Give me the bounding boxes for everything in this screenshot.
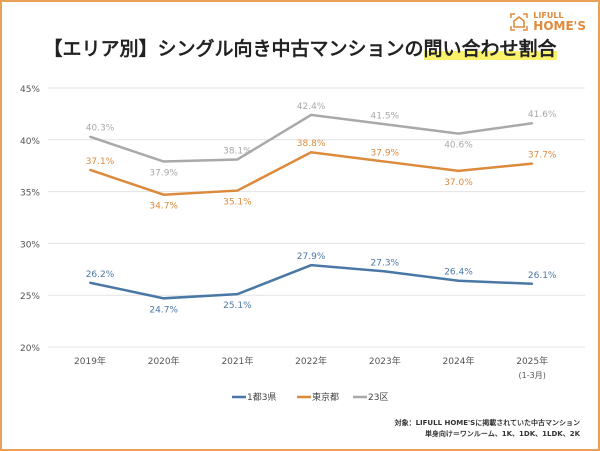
data-label: 42.4% bbox=[297, 102, 326, 112]
x-tick-label: 2022年 bbox=[295, 355, 327, 367]
data-point bbox=[162, 160, 165, 163]
title-highlight: 問い合わせ割合 bbox=[423, 38, 557, 60]
logo-line2: HOME'S bbox=[533, 19, 586, 33]
data-label: 37.0% bbox=[444, 178, 473, 188]
data-point bbox=[457, 169, 460, 172]
data-point bbox=[89, 135, 91, 138]
data-point bbox=[89, 281, 91, 284]
note-line1: 対象：LIFULL HOME'Sに掲載されていた中古マンション bbox=[394, 419, 580, 427]
data-point bbox=[531, 122, 534, 125]
data-label: 38.1% bbox=[223, 146, 252, 156]
legend-label: 1都3県 bbox=[247, 392, 276, 403]
y-tick-label: 20% bbox=[20, 344, 40, 354]
data-label: 41.5% bbox=[371, 111, 400, 121]
data-label: 41.6% bbox=[528, 110, 557, 120]
x-tick-label: 2024年 bbox=[443, 355, 475, 367]
x-tick-label: 2023年 bbox=[369, 355, 401, 367]
legend-label: 東京都 bbox=[312, 391, 339, 403]
data-label: 37.9% bbox=[371, 149, 400, 159]
logo-line1: LIFULL bbox=[533, 11, 564, 20]
data-point bbox=[310, 113, 313, 116]
data-label: 26.1% bbox=[528, 271, 557, 281]
data-label: 26.2% bbox=[86, 270, 115, 280]
data-label: 37.7% bbox=[528, 151, 557, 161]
data-label: 37.1% bbox=[86, 157, 115, 167]
data-point bbox=[383, 270, 386, 273]
data-point bbox=[310, 264, 313, 267]
chart-title: 【エリア別】シングル向き中古マンションの問い合わせ割合 bbox=[0, 34, 600, 61]
data-label: 40.3% bbox=[86, 124, 115, 134]
y-tick-label: 25% bbox=[20, 292, 40, 302]
x-tick-label: 2021年 bbox=[221, 355, 253, 367]
data-point bbox=[162, 193, 165, 196]
data-label: 27.3% bbox=[371, 258, 400, 268]
data-label: 37.9% bbox=[149, 169, 178, 179]
data-point bbox=[236, 189, 239, 192]
data-point bbox=[457, 132, 460, 135]
data-label: 25.1% bbox=[223, 301, 252, 311]
data-point bbox=[162, 297, 165, 300]
data-point bbox=[236, 158, 239, 161]
y-tick-label: 40% bbox=[20, 137, 40, 147]
data-point bbox=[383, 123, 386, 126]
data-point bbox=[457, 279, 460, 282]
chart-note: 対象：LIFULL HOME'Sに掲載されていた中古マンション 単身向け＝ワンル… bbox=[395, 418, 580, 440]
note-line2: 単身向け＝ワンルーム、1K、1DK、1LDK、2K bbox=[424, 430, 580, 438]
data-label: 24.7% bbox=[149, 305, 178, 315]
data-label: 34.7% bbox=[149, 202, 178, 212]
title-main: 【エリア別】シングル向き中古マンションの bbox=[43, 38, 424, 60]
x-tick-label: 2020年 bbox=[148, 355, 180, 367]
x-tick-label: 2025年 bbox=[516, 355, 548, 367]
house-icon bbox=[510, 13, 529, 31]
data-label: 27.9% bbox=[297, 252, 326, 262]
lifull-homes-logo: LIFULL HOME'S bbox=[509, 10, 586, 32]
y-tick-label: 35% bbox=[20, 189, 40, 199]
data-point bbox=[531, 282, 534, 285]
y-tick-label: 30% bbox=[20, 240, 40, 250]
data-label: 26.4% bbox=[444, 268, 473, 278]
x-tick-label: 2019年 bbox=[74, 355, 106, 367]
legend-label: 23区 bbox=[368, 392, 388, 403]
y-tick-label: 45% bbox=[20, 85, 40, 95]
data-point bbox=[383, 160, 386, 163]
data-label: 38.8% bbox=[297, 139, 326, 149]
data-point bbox=[89, 168, 91, 171]
data-point bbox=[310, 151, 313, 154]
data-point bbox=[531, 162, 534, 165]
x-tick-sublabel: (1-3月) bbox=[519, 371, 546, 380]
data-point bbox=[236, 293, 239, 296]
data-label: 40.6% bbox=[444, 141, 473, 151]
data-label: 35.1% bbox=[223, 198, 252, 208]
